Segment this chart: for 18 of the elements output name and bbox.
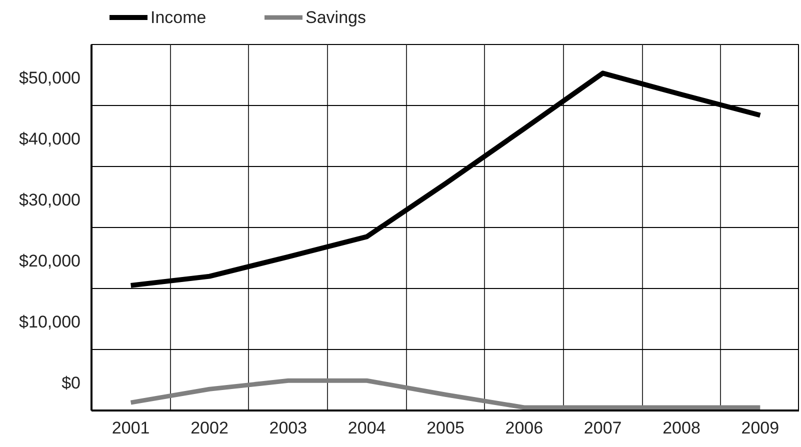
y-tick-label: $20,000 [19, 252, 80, 271]
x-tick-label: 2008 [662, 418, 700, 438]
x-tick-label: 2006 [505, 418, 544, 438]
x-tick-label: 2005 [426, 418, 464, 438]
y-tick-label: $0 [62, 374, 81, 393]
x-tick-label: 2009 [741, 418, 780, 438]
y-tick-label: $30,000 [19, 190, 80, 210]
x-tick-label: 2002 [190, 418, 228, 438]
y-tick-label: $10,000 [19, 312, 80, 332]
x-tick-label: 2004 [348, 418, 386, 438]
x-tick-label: 2007 [584, 418, 622, 438]
legend-label: Income [150, 8, 206, 27]
y-tick-label: $50,000 [19, 68, 80, 88]
line-series [128, 378, 762, 410]
y-tick-label: $40,000 [19, 130, 80, 149]
x-tick-label: 2003 [269, 418, 308, 438]
x-tick-label: 2001 [112, 418, 150, 438]
legend-label: Savings [306, 8, 366, 27]
